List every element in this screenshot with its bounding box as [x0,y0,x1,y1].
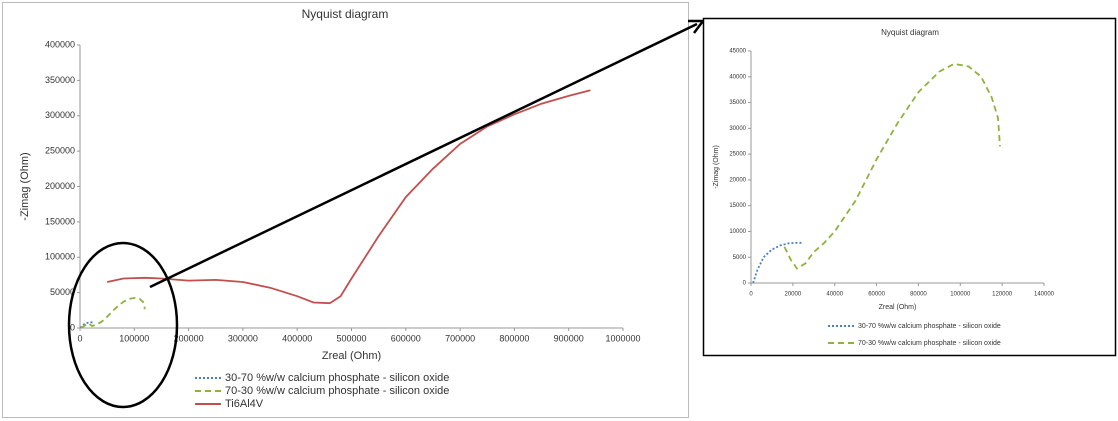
x-tick-label: 100000 [119,333,149,343]
y-tick-label: 30000 [729,126,746,132]
inset-chart-frame [702,17,1117,357]
y-tick-label: 0 [70,322,75,332]
y-tick-label: 250000 [45,146,75,156]
y-tick-label: 100000 [45,252,75,262]
main-chart-frame [2,2,689,418]
y-tick-label: 150000 [45,216,75,226]
y-tick-label: 400000 [45,39,75,49]
legend-label: 30-70 %w/w calcium phosphate - silicon o… [225,372,449,384]
y-tick-label: 45000 [729,49,746,55]
x-tick-label: 300000 [228,333,258,343]
x-tick-label: 40000 [826,292,843,298]
series-line [783,62,1001,270]
y-tick-label: 10000 [729,229,746,235]
y-tick-label: 50000 [50,287,75,297]
series-line [79,321,94,329]
x-tick-label: 500000 [336,333,366,343]
y-tick-label: 200000 [45,181,75,191]
y-tick-label: 0 [743,281,747,287]
legend-label: Ti6Al4V [225,398,264,410]
x-tick-label: 900000 [554,333,584,343]
y-tick-label: 40000 [729,74,746,80]
x-tick-label: 600000 [391,333,421,343]
x-tick-label: 400000 [282,333,312,343]
x-tick-label: 100000 [950,292,971,298]
x-tick-label: 20000 [785,292,802,298]
chart-title: Nyquist diagram [881,28,939,37]
y-tick-label: 25000 [729,152,746,158]
x-tick-label: 80000 [910,292,927,298]
y-tick-label: 20000 [729,177,746,183]
legend-label: 70-30 %w/w calcium phosphate - silicon o… [858,340,1001,347]
x-tick-label: 200000 [174,333,204,343]
x-tick-label: 0 [749,292,753,298]
y-tick-label: 300000 [45,110,75,120]
x-axis-label: Zreal (Ohm) [879,304,917,311]
x-tick-label: 700000 [445,333,475,343]
series-line [80,296,146,329]
legend-label: 70-30 %w/w calcium phosphate - silicon o… [225,385,449,397]
y-tick-label: 15000 [729,203,746,209]
highlight-ellipse [67,241,179,409]
series-line [752,241,804,284]
x-tick-label: 800000 [499,333,529,343]
x-tick-label: 0 [77,333,82,343]
y-tick-label: 35000 [729,100,746,106]
y-axis-label: -Zimag (Ohm) [19,152,31,220]
x-tick-label: 1000000 [605,333,640,343]
series-line [107,89,591,305]
y-tick-label: 350000 [45,75,75,85]
y-axis-label: -Zimag (Ohm) [713,145,720,189]
charts: Nyquist diagram Zreal (Ohm) -Zimag (Ohm) 0 5… [19,7,1055,410]
chart-title: Nyquist diagram [302,7,389,21]
x-tick-label: 140000 [1034,292,1055,298]
x-tick-label: 60000 [868,292,885,298]
x-axis-label: Zreal (Ohm) [322,350,381,362]
x-tick-label: 120000 [992,292,1013,298]
y-tick-label: 5000 [733,255,747,261]
legend-label: 30-70 %w/w calcium phosphate - silicon o… [858,323,1001,330]
zoom-arrow [149,22,698,289]
arrow-head [688,19,704,34]
